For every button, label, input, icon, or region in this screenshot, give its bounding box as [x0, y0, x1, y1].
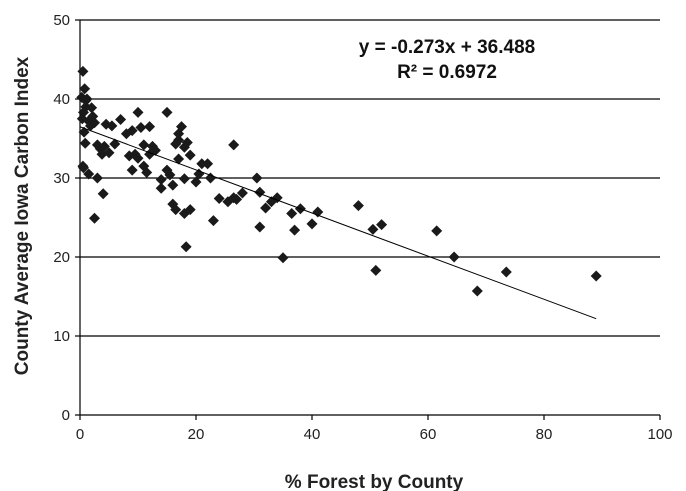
y-axis-title: County Average Iowa Carbon Index	[12, 56, 33, 375]
data-point	[132, 152, 144, 164]
data-point	[178, 208, 190, 220]
y-tick-label-10: 10	[53, 328, 70, 345]
data-point	[161, 106, 173, 118]
data-point	[161, 164, 173, 176]
data-point	[205, 172, 216, 184]
data-point	[80, 95, 92, 107]
y-tick-label-0: 0	[62, 407, 70, 424]
data-point	[181, 136, 193, 148]
data-point	[84, 120, 96, 132]
data-point	[83, 168, 95, 180]
data-point	[500, 266, 512, 278]
data-point	[126, 164, 138, 176]
data-point	[126, 125, 138, 137]
data-point	[271, 192, 283, 204]
data-point	[306, 218, 318, 230]
x-tick-label-0: 0	[76, 426, 84, 443]
trendline-group	[79, 126, 597, 320]
data-point	[196, 158, 208, 170]
data-point	[312, 206, 324, 218]
data-point	[173, 153, 185, 165]
gridlines	[80, 19, 660, 337]
data-point	[87, 110, 99, 122]
y-tick-labels: 0 10 20 30 40 50	[53, 12, 70, 424]
data-point	[207, 215, 219, 227]
data-point	[149, 144, 161, 156]
data-point	[289, 224, 301, 236]
x-tick-label-20: 20	[188, 426, 205, 443]
data-point	[89, 212, 100, 224]
r-squared-label: R² = 0.6972	[397, 62, 497, 83]
data-point	[590, 270, 602, 282]
trendline	[79, 126, 597, 320]
data-point	[431, 225, 443, 237]
data-point	[167, 179, 179, 191]
data-point	[202, 158, 214, 170]
data-point	[352, 200, 364, 212]
data-point	[448, 251, 460, 263]
data-point	[115, 114, 127, 126]
data-point	[132, 106, 144, 118]
data-point	[180, 241, 192, 253]
data-point	[236, 187, 248, 199]
data-point	[77, 65, 89, 77]
data-point	[286, 208, 298, 220]
data-point	[78, 126, 90, 138]
data-point	[109, 138, 121, 150]
data-point	[251, 172, 263, 184]
y-tick-label-40: 40	[53, 91, 70, 108]
data-point	[79, 137, 91, 149]
data-point	[173, 128, 185, 140]
data-point	[370, 264, 382, 276]
data-point	[367, 223, 379, 235]
data-point	[91, 172, 103, 184]
data-point	[79, 83, 91, 95]
data-point	[254, 221, 266, 233]
data-point	[228, 192, 240, 204]
data-point	[138, 139, 150, 151]
x-tick-label-60: 60	[420, 426, 437, 443]
equation-label: y = -0.273x + 36.488	[359, 37, 535, 58]
data-point	[155, 182, 167, 194]
data-point	[77, 162, 89, 174]
x-tick-labels: 0 20 40 60 80 100	[76, 426, 673, 443]
x-axis-title: % Forest by County	[285, 472, 464, 491]
y-tick-label-20: 20	[53, 249, 70, 266]
data-point	[155, 174, 167, 186]
data-point	[135, 121, 147, 133]
data-point	[141, 166, 153, 178]
data-point	[173, 134, 185, 146]
data-point	[277, 252, 289, 264]
data-points	[76, 65, 602, 297]
data-point	[184, 149, 196, 161]
data-point	[376, 219, 388, 231]
data-point	[228, 139, 240, 151]
data-point	[144, 121, 156, 133]
data-point	[193, 168, 205, 180]
data-point	[170, 204, 182, 216]
data-point	[103, 147, 115, 159]
data-point	[213, 193, 225, 205]
x-tick-label-100: 100	[647, 426, 672, 443]
data-point	[97, 188, 109, 200]
y-tick-label-30: 30	[53, 170, 70, 187]
data-point	[178, 173, 190, 185]
data-point	[106, 120, 118, 132]
x-tick-label-40: 40	[304, 426, 321, 443]
x-tick-label-80: 80	[536, 426, 553, 443]
data-point	[471, 285, 483, 297]
y-tick-label-50: 50	[53, 12, 70, 29]
data-point	[86, 102, 98, 114]
axes	[75, 19, 661, 420]
data-point	[260, 202, 272, 214]
